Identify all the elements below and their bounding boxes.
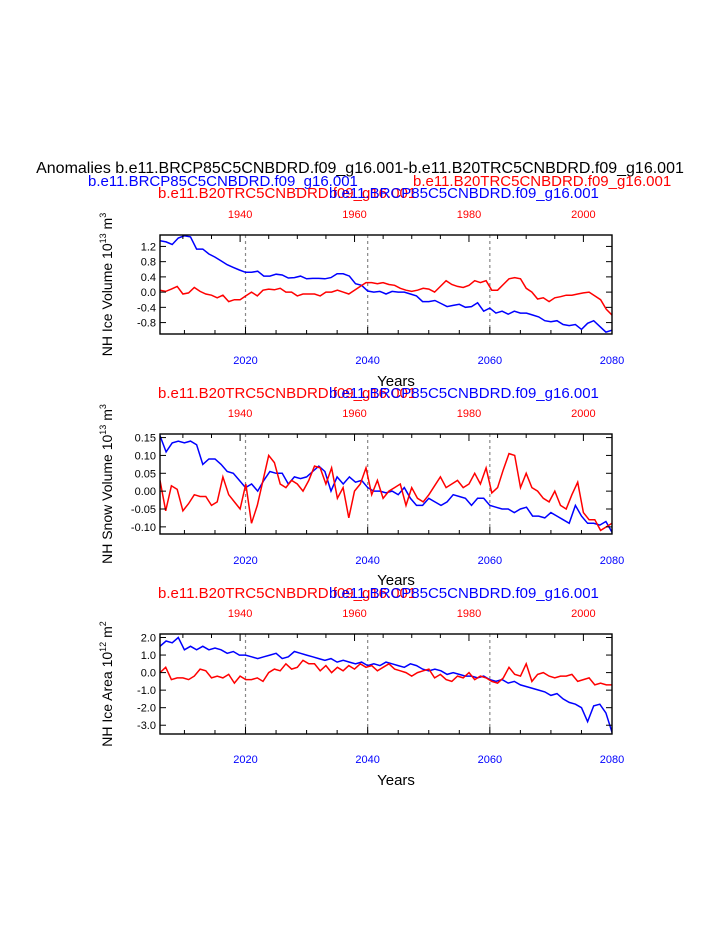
y-axis-label-unit: m	[99, 626, 115, 642]
x-tick-label-bottom: 2020	[233, 754, 257, 766]
plot-frame	[159, 433, 613, 535]
chart-panel-3: b.e11.B20TRC5CNBDRD.f09_g16.001b.e11.BRC…	[98, 585, 624, 789]
y-tick-label: -1.0	[137, 685, 156, 697]
x-tick-label-top: 1940	[228, 608, 252, 620]
y-axis-label-exp: 12	[98, 642, 108, 652]
y-tick-label: 1.2	[141, 241, 156, 253]
y-tick-label: 0.10	[135, 450, 156, 462]
y-tick-label: 1.0	[141, 650, 156, 662]
x-tick-label-bottom: 2060	[478, 555, 502, 567]
top-title-red: b.e11.B20TRC5CNBDRD.f09_g16.001	[158, 185, 416, 202]
plot-frame	[159, 633, 613, 735]
x-tick-label-top: 1940	[228, 408, 252, 420]
y-tick-label: 0.0	[141, 668, 156, 680]
top-title-blue: b.e11.BRCP85C5CNBDRD.f09_g16.001	[329, 185, 599, 202]
x-tick-label-bottom: 2060	[478, 754, 502, 766]
x-tick-label-bottom: 2020	[233, 355, 257, 367]
x-tick-label-top: 1980	[457, 608, 481, 620]
legend-red-title: b.e11.B20TRC5CNBDRD.f09_g16.001	[413, 173, 671, 190]
x-tick-label-bottom: 2080	[600, 355, 624, 367]
series-line-blue	[160, 435, 612, 534]
x-tick-label-bottom: 2080	[600, 555, 624, 567]
y-tick-label: 0.4	[141, 272, 156, 284]
chart-panel-1: b.e11.B20TRC5CNBDRD.f09_g16.001b.e11.BRC…	[98, 185, 624, 390]
x-tick-label-top: 1980	[457, 408, 481, 420]
y-axis-label-exp: 13	[98, 425, 108, 435]
series-line-red	[160, 452, 612, 532]
x-tick-label-bottom: 2080	[600, 754, 624, 766]
x-tick-label-top: 2000	[571, 209, 595, 221]
y-tick-label: 0.05	[135, 468, 156, 480]
x-tick-label-top: 2000	[571, 408, 595, 420]
y-axis-label-main: NH Ice Volume 10	[99, 243, 115, 356]
x-tick-label-bottom: 2020	[233, 555, 257, 567]
y-tick-label: 2.0	[141, 633, 156, 645]
x-tick-label-top: 1960	[342, 608, 366, 620]
y-tick-label: 0.8	[141, 257, 156, 269]
y-tick-label: -0.05	[131, 504, 156, 516]
y-axis-label-unit: m	[99, 218, 115, 234]
top-title-blue: b.e11.BRCP85C5CNBDRD.f09_g16.001	[329, 385, 599, 402]
series-line-blue	[160, 636, 612, 734]
y-axis-label: NH Ice Area 1012 m2	[98, 621, 115, 747]
x-tick-label-bottom: 2060	[478, 355, 502, 367]
y-tick-label: -2.0	[137, 703, 156, 715]
y-axis-label-main: NH Snow Volume 10	[99, 434, 115, 563]
x-tick-label-bottom: 2040	[355, 355, 379, 367]
x-axis-label: Years	[377, 772, 415, 789]
x-tick-label-bottom: 2040	[355, 555, 379, 567]
legend-blue-title: b.e11.BRCP85C5CNBDRD.f09_g16.001	[88, 173, 358, 190]
y-tick-label: -0.8	[137, 318, 156, 330]
x-axis-label: Years	[377, 572, 415, 589]
x-axis-label: Years	[377, 373, 415, 390]
series-line-blue	[160, 235, 612, 333]
top-title-red: b.e11.B20TRC5CNBDRD.f09_g16.001	[158, 585, 416, 602]
y-axis-label-unit-exp: 3	[98, 404, 108, 409]
y-tick-label: 0.00	[135, 486, 156, 498]
y-tick-label: -0.4	[137, 302, 156, 314]
chart-panel-2: b.e11.B20TRC5CNBDRD.f09_g16.001b.e11.BRC…	[98, 385, 624, 589]
x-tick-label-top: 1940	[228, 209, 252, 221]
y-axis-label-exp: 13	[98, 233, 108, 243]
panels: b.e11.B20TRC5CNBDRD.f09_g16.001b.e11.BRC…	[98, 185, 624, 789]
x-tick-label-top: 1960	[342, 209, 366, 221]
y-axis-label: NH Snow Volume 1013 m3	[98, 404, 115, 564]
y-tick-label: -0.10	[131, 522, 156, 534]
y-tick-label: -3.0	[137, 720, 156, 732]
series-line-red	[160, 276, 612, 316]
y-tick-label: 0.0	[141, 287, 156, 299]
top-title-blue: b.e11.BRCP85C5CNBDRD.f09_g16.001	[329, 585, 599, 602]
y-axis-label-main: NH Ice Area 10	[99, 652, 115, 747]
main-title: Anomalies b.e11.BRCP85C5CNBDRD.f09_g16.0…	[36, 160, 684, 177]
y-axis-label-unit: m	[99, 409, 115, 425]
x-tick-label-top: 2000	[571, 608, 595, 620]
y-axis-label: NH Ice Volume 1013 m3	[98, 213, 115, 356]
series-line-red	[160, 659, 612, 686]
y-tick-label: 0.15	[135, 433, 156, 445]
y-axis-label-unit-exp: 2	[98, 621, 108, 626]
y-axis-label-unit-exp: 3	[98, 213, 108, 218]
x-tick-label-top: 1960	[342, 408, 366, 420]
top-title-red: b.e11.B20TRC5CNBDRD.f09_g16.001	[158, 385, 416, 402]
x-tick-label-bottom: 2040	[355, 754, 379, 766]
plot-frame	[159, 234, 613, 335]
x-tick-label-top: 1980	[457, 209, 481, 221]
